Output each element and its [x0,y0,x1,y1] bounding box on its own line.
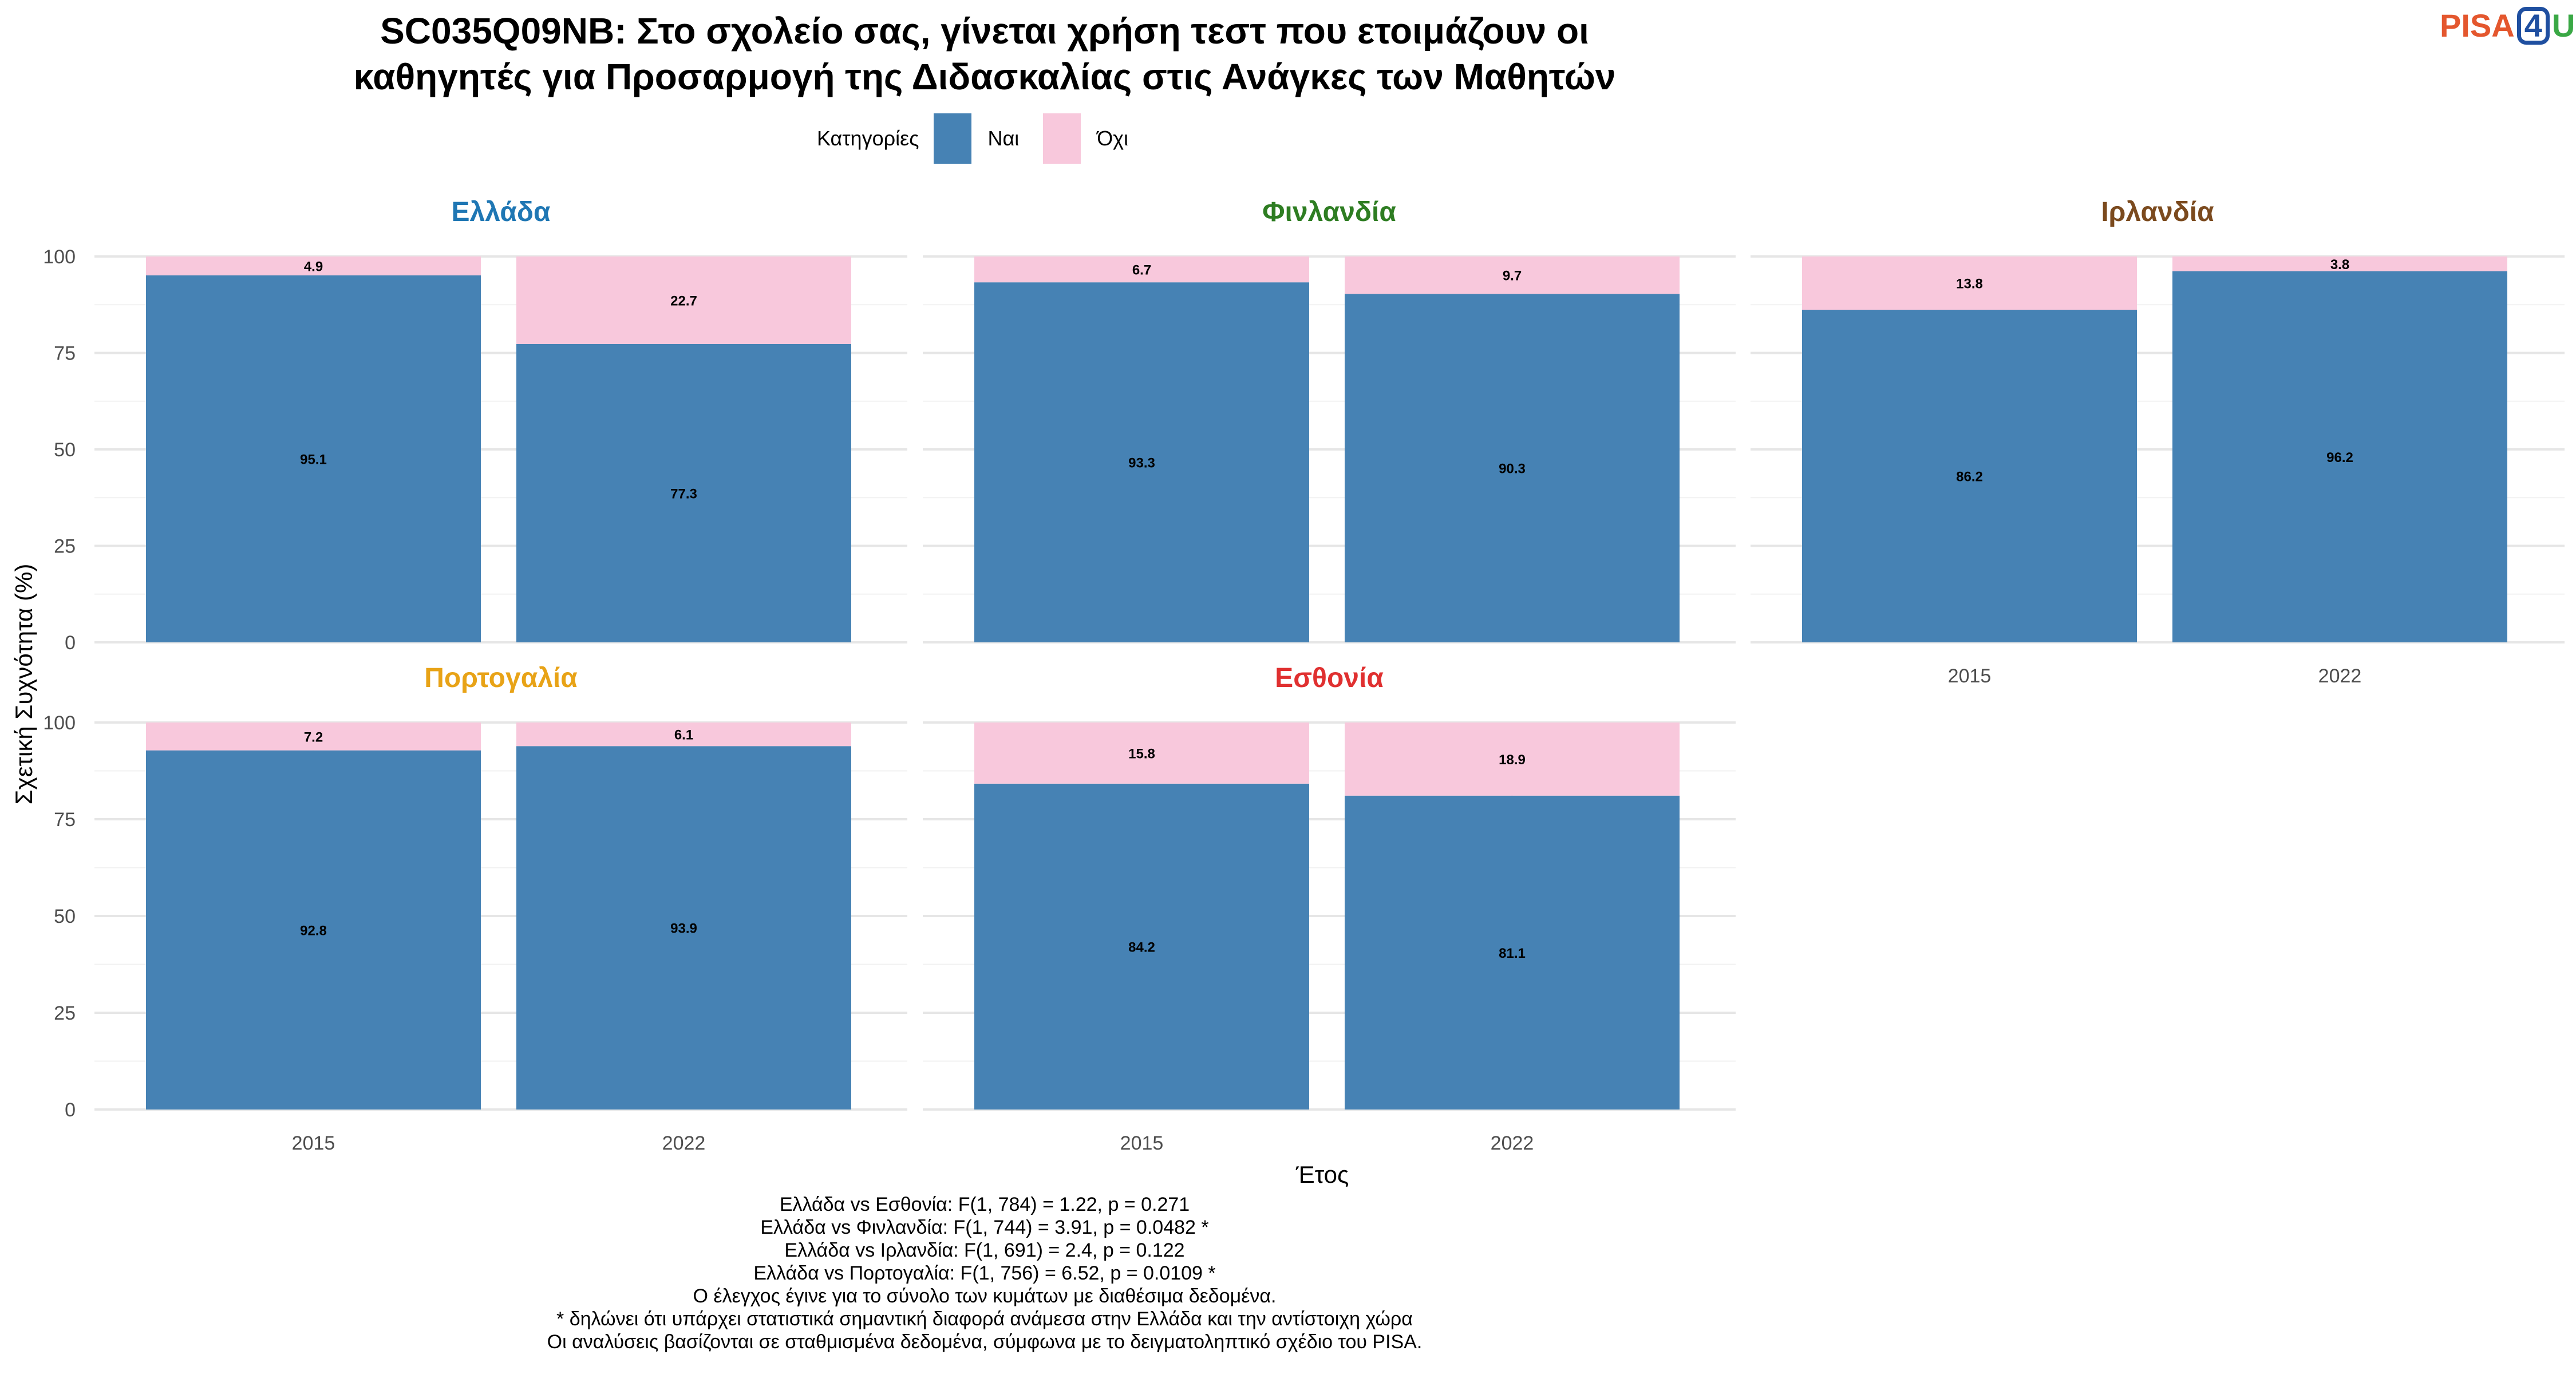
note-line: * δηλώνει ότι υπάρχει στατιστικά σημαντι… [556,1308,1413,1330]
y-tick-label: 25 [54,536,76,558]
pisa4u-logo: PISA 4 U [2440,6,2575,46]
facet-title: Πορτογαλία [424,663,578,693]
legend: Κατηγορίες Ναι Όχι [0,113,1969,164]
y-tick-label: 0 [65,1099,76,1121]
facet-title: Εσθονία [1275,663,1384,693]
logo-u-text: U [2551,7,2575,44]
note-line: Οι αναλύσεις βασίζονται σε σταθμισμένα δ… [547,1331,1423,1353]
data-label: 90.3 [1499,461,1526,477]
note-line: Ελλάδα vs Φινλανδία: F(1, 744) = 3.91, p… [760,1217,1209,1238]
data-label: 92.8 [300,923,327,938]
bar-segment-no [516,256,851,344]
y-tick-label: 100 [43,246,76,268]
y-tick-label: 0 [65,632,76,654]
note-line: Ο έλεγχος έγινε για το σύνολο των κυμάτω… [693,1285,1277,1307]
logo-pisa-text: PISA [2440,7,2515,44]
bar-segment-yes [146,750,481,1110]
statistical-notes: Ελλάδα vs Εσθονία: F(1, 784) = 1.22, p =… [0,1193,1969,1353]
legend-item-no: Όχι [1043,113,1128,164]
y-tick-label: 100 [43,712,76,734]
facet-panel-3: 86.2 13.8 96.2 3.8 Ιρλανδία 2015 2022 [1751,197,2565,687]
x-axis-title: Έτος [1295,1161,1349,1188]
y-axis-title: Σχετική Συχνότητα (%) [10,564,37,805]
bar-segment-no [146,256,481,276]
bar-segment-yes [974,783,1309,1110]
data-label: 18.9 [1499,752,1526,768]
data-label: 6.7 [1132,263,1151,278]
note-line: Ελλάδα vs Ιρλανδία: F(1, 691) = 2.4, p =… [784,1239,1185,1261]
facet-panel-5: 84.2 15.8 81.1 18.9 Εσθονία 2015 2022 [923,663,1736,1154]
data-label: 93.9 [670,921,697,937]
chart-title-line-2: καθηγητές για Προσαρμογή της Διδασκαλίας… [353,56,1616,97]
note-line: Ελλάδα vs Πορτογαλία: F(1, 756) = 6.52, … [753,1262,1216,1284]
data-label: 4.9 [304,259,323,275]
note-line: Ελλάδα vs Εσθονία: F(1, 784) = 1.22, p =… [779,1194,1190,1215]
bar-segment-yes [1345,795,1680,1110]
legend-label-no: Όχι [1097,127,1129,150]
facet-title: Ιρλανδία [2101,197,2214,227]
y-tick-label: 50 [54,439,76,461]
facet-title: Ελλάδα [452,197,551,227]
facet-panel-2: 93.3 6.7 90.3 9.7 Φινλανδία [923,197,1736,643]
data-label: 95.1 [300,452,327,468]
x-tick-label: 2022 [662,1132,706,1154]
legend-swatch-no [1043,113,1081,164]
bar-segment-yes [516,746,851,1110]
legend-swatch-yes [934,113,972,164]
chart-title: SC035Q09NB: Στο σχολείο σας, γίνεται χρή… [0,8,1969,100]
bar-segment-yes [516,344,851,642]
logo-four-text: 4 [2516,7,2550,45]
data-label: 13.8 [1956,277,1983,292]
data-label: 77.3 [670,486,697,502]
bar-segment-yes [974,282,1309,643]
y-tick-label: 75 [54,343,76,365]
data-label: 7.2 [304,729,323,745]
data-label: 81.1 [1499,946,1526,961]
legend-label-yes: Ναι [987,127,1020,150]
data-label: 86.2 [1956,469,1983,485]
x-tick-label: 2022 [1491,1132,1534,1154]
y-tick-label: 75 [54,809,76,831]
data-label: 22.7 [670,293,697,309]
y-tick-label: 50 [54,906,76,927]
bar-segment-yes [2172,271,2507,642]
data-label: 6.1 [674,728,693,743]
bar-segment-yes [1345,294,1680,642]
x-tick-label: 2015 [292,1132,335,1154]
bar-segment-no [2172,256,2507,271]
data-label: 3.8 [2330,257,2349,273]
legend-item-yes: Ναι [934,113,1019,164]
facet-panel-1: 95.1 4.9 77.3 22.7 Ελλάδα 0 25 50 75 100 [43,197,907,654]
bar-segment-no [974,256,1309,283]
chart-title-line-1: SC035Q09NB: Στο σχολείο σας, γίνεται χρή… [380,10,1589,52]
bar-segment-no [974,722,1309,784]
x-tick-label: 2022 [2318,665,2362,687]
facet-title: Φινλανδία [1262,197,1396,227]
data-label: 96.2 [2326,450,2353,465]
bar-segment-no [146,722,481,751]
y-tick-label: 25 [54,1002,76,1024]
data-label: 9.7 [1503,269,1522,284]
bar-segment-no [1345,722,1680,796]
bar-segment-yes [1802,310,2137,642]
data-label: 84.2 [1128,939,1155,955]
legend-title: Κατηγορίες [816,127,919,150]
bar-segment-no [1802,256,2137,310]
x-tick-label: 2015 [1948,665,1992,687]
bar-segment-yes [146,275,481,642]
x-tick-label: 2015 [1120,1132,1164,1154]
facet-panel-4: 92.8 7.2 93.9 6.1 Πορτογαλία 0 25 50 75 100 2015 20… [43,663,907,1154]
data-label: 93.3 [1128,456,1155,471]
data-label: 15.8 [1128,746,1155,761]
bar-segment-no [1345,256,1680,294]
bar-segment-no [516,722,851,747]
